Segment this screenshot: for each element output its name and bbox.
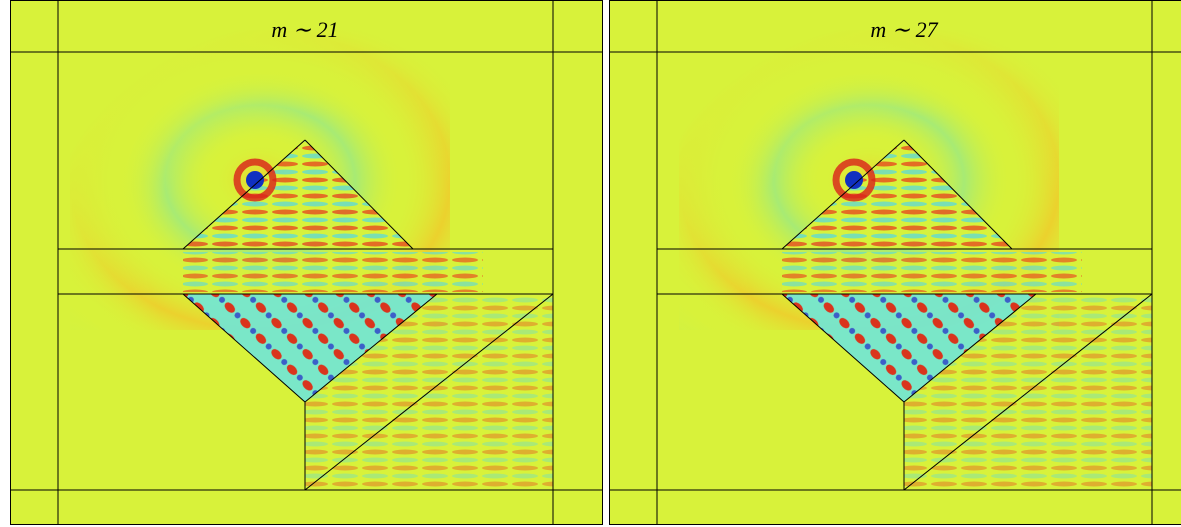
panel: m ∼ 21	[10, 0, 603, 525]
source-point	[246, 171, 264, 189]
middle-band-field	[183, 252, 483, 292]
panel-label: m ∼ 21	[271, 17, 338, 42]
middle-band-field	[782, 252, 1082, 292]
panel-label: m ∼ 27	[870, 17, 938, 42]
figure: m ∼ 21 m ∼ 27	[0, 0, 1181, 527]
panel: m ∼ 27	[609, 0, 1181, 525]
source-point	[845, 171, 863, 189]
